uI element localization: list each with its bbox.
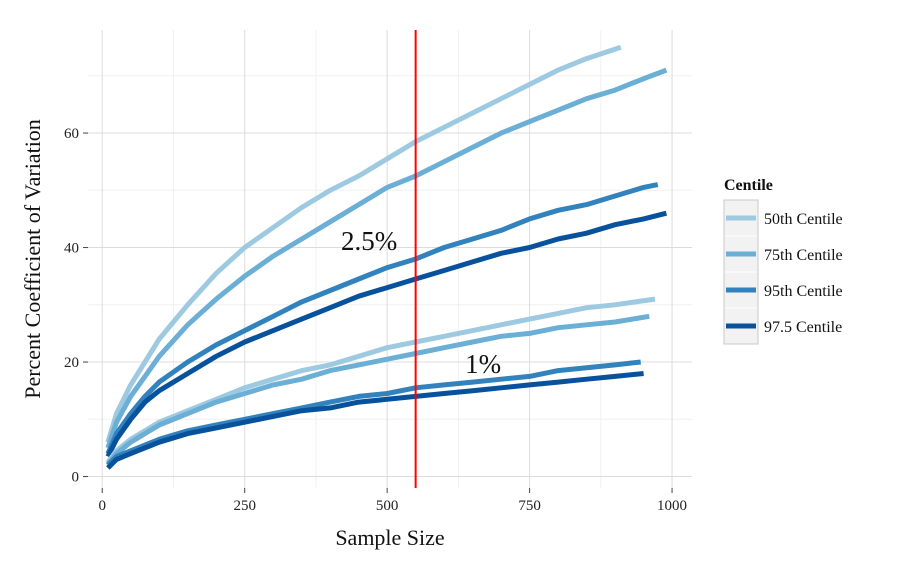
series-line-twofive-pct-3 xyxy=(105,210,668,458)
annotation-label: 2.5% xyxy=(341,226,397,256)
x-tick-label: 1000 xyxy=(657,498,687,514)
y-tick-label: 60 xyxy=(64,126,79,142)
series-line-one-pct-3 xyxy=(106,371,644,470)
series-line-twofive-pct-2 xyxy=(105,182,659,455)
y-tick-label: 20 xyxy=(64,355,79,371)
annotation-label: 1% xyxy=(465,349,501,379)
series-line-twofive-pct-0 xyxy=(105,44,622,443)
series-line-one-pct-2 xyxy=(106,359,641,467)
y-tick-label: 40 xyxy=(64,241,79,257)
legend-entry: 75th Centile xyxy=(764,247,843,264)
legend-entry: 97.5 Centile xyxy=(764,319,842,336)
x-tick-label: 0 xyxy=(98,498,106,514)
legend-key-border xyxy=(723,199,759,345)
x-tick-label: 500 xyxy=(376,498,399,514)
series-line-one-pct-1 xyxy=(105,313,650,466)
series-line-twofive-pct-1 xyxy=(105,67,668,449)
legend: Centile 50th Centile 75th Centile 95th Cen… xyxy=(723,177,843,345)
legend-entry: 95th Centile xyxy=(764,283,843,300)
legend-title: Centile xyxy=(724,177,773,194)
series-lines xyxy=(105,44,668,470)
annotations: 2.5% 1% xyxy=(341,226,501,379)
x-axis-title: Sample Size xyxy=(335,525,444,550)
x-tick-label: 250 xyxy=(233,498,256,514)
axes: 0 250 500 750 1000 0 20 40 60 xyxy=(64,126,687,514)
legend-entry: 50th Centile xyxy=(764,211,843,228)
x-tick-label: 750 xyxy=(518,498,541,514)
y-axis-title: Percent Coefficient of Variation xyxy=(20,119,45,399)
series-line-one-pct-0 xyxy=(105,296,656,464)
y-tick-label: 0 xyxy=(72,470,80,486)
